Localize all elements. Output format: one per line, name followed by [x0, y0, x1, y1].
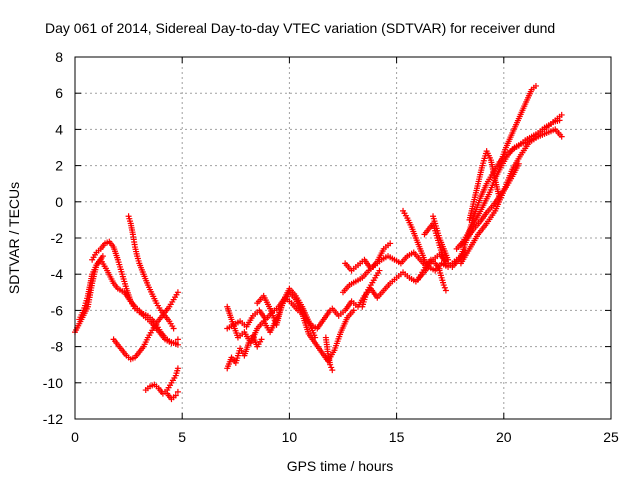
data-point: [312, 334, 319, 341]
data-point: [174, 336, 181, 343]
series-s20: [430, 213, 452, 263]
data-point: [328, 364, 335, 371]
axis-ticks: 0 5 10 15 20 25 -12 -10 -8 -6 -4 -2 0 2 4 6 8: [43, 49, 619, 445]
y-tick-label: 4: [55, 121, 63, 137]
x-axis-label: GPS time / hours: [287, 458, 394, 474]
series-s12: [322, 334, 336, 374]
y-tick-label: -4: [51, 266, 64, 282]
y-tick-label: -2: [51, 230, 64, 246]
y-tick-label: 0: [55, 194, 63, 210]
series-s26: [457, 126, 565, 267]
data-point: [258, 336, 265, 343]
y-axis-label: SDTVAR / TECUs: [6, 182, 22, 294]
data-point: [387, 240, 394, 247]
data-point: [440, 282, 447, 289]
data-point: [515, 160, 522, 167]
x-tick-label: 25: [603, 429, 619, 445]
data-point: [442, 262, 449, 269]
data-point: [327, 361, 334, 368]
data-point: [174, 289, 181, 296]
y-tick-label: 8: [55, 49, 63, 65]
series-s7: [164, 388, 181, 403]
data-point: [99, 253, 106, 260]
y-tick-label: 6: [55, 85, 63, 101]
data-point: [442, 287, 449, 294]
y-tick-label: -10: [43, 375, 63, 391]
data-point: [174, 388, 181, 395]
series-s24: [466, 148, 503, 223]
x-tick-label: 5: [178, 429, 186, 445]
series-s17: [400, 207, 432, 270]
series-s27: [457, 160, 522, 249]
data-point: [329, 367, 336, 374]
y-tick-label: 2: [55, 158, 63, 174]
series-s11: [254, 285, 319, 341]
data-point: [558, 133, 565, 140]
data-point: [532, 82, 539, 89]
data-point: [556, 117, 563, 124]
data-point: [558, 111, 565, 118]
data-point: [174, 341, 181, 348]
data-point: [445, 256, 452, 263]
data-point: [350, 307, 357, 314]
y-tick-label: -6: [51, 302, 64, 318]
y-tick-label: -12: [43, 411, 63, 427]
series-s23: [453, 117, 563, 252]
data-point: [170, 325, 177, 332]
series-s9: [224, 332, 265, 372]
x-tick-label: 15: [389, 429, 405, 445]
series-s21: [436, 267, 449, 294]
x-tick-label: 10: [282, 429, 298, 445]
data-point: [174, 365, 181, 372]
y-tick-label: -8: [51, 339, 64, 355]
x-tick-label: 20: [496, 429, 512, 445]
data-point: [441, 284, 448, 291]
series-s15: [342, 240, 394, 274]
series-s4: [125, 213, 177, 332]
chart-title: Day 061 of 2014, Sidereal Day-to-day VTE…: [45, 20, 555, 36]
data-point: [172, 392, 179, 399]
series-s25: [496, 82, 539, 169]
data-markers: [72, 82, 565, 403]
series-s3: [89, 238, 181, 348]
series-s18: [415, 256, 443, 283]
series-s16: [359, 267, 383, 310]
data-point: [376, 267, 383, 274]
gridlines: [75, 57, 611, 419]
x-tick-label: 0: [71, 429, 79, 445]
series-s5: [110, 289, 181, 363]
